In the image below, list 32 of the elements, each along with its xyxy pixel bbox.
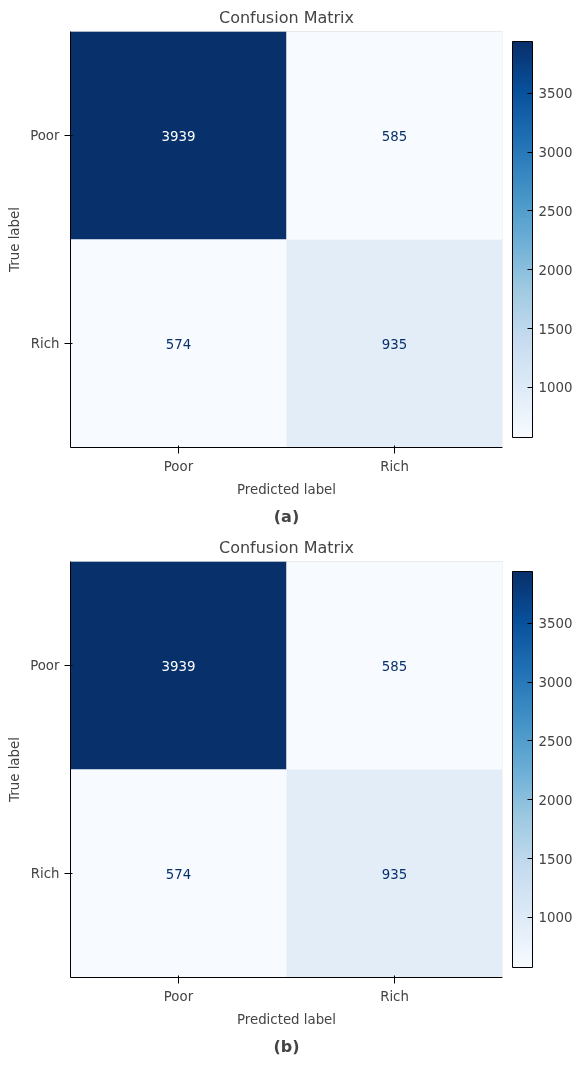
y-tick-label: Rich bbox=[30, 336, 60, 351]
data-label: 3939 bbox=[161, 128, 196, 144]
color-bar-label: 1500 bbox=[538, 851, 573, 867]
text: (a) bbox=[273, 506, 300, 526]
x-axis-title: Predicted label bbox=[236, 1011, 337, 1027]
x-axis-title: Predicted label bbox=[236, 481, 337, 497]
data-label: 3939 bbox=[161, 658, 196, 674]
color-bar-label: 2500 bbox=[538, 733, 573, 749]
data-label: 585 bbox=[381, 658, 408, 674]
color-bar-label: 2000 bbox=[538, 262, 573, 278]
y-axis-title: True label bbox=[7, 737, 23, 803]
color-bar-label: 2500 bbox=[538, 203, 573, 219]
data-label: 574 bbox=[165, 866, 192, 882]
y-tick-label: Rich bbox=[30, 866, 60, 881]
color-bar-label: 1000 bbox=[538, 910, 573, 926]
color-bar-label: 3000 bbox=[538, 675, 573, 690]
color-bar-label: 2000 bbox=[538, 792, 573, 808]
color-bar-label: 1500 bbox=[538, 321, 573, 337]
color-bar-label: 1000 bbox=[538, 380, 573, 396]
color-bar-label: 3000 bbox=[538, 145, 573, 160]
color-bar-label: 3500 bbox=[538, 616, 573, 632]
text: (b) bbox=[273, 1036, 300, 1056]
y-tick-label: Poor bbox=[30, 128, 61, 143]
data-label: 574 bbox=[165, 336, 192, 352]
chart-title: Confusion Matrix bbox=[218, 7, 355, 27]
y-tick-label: Poor bbox=[30, 658, 61, 673]
data-label: 935 bbox=[381, 336, 408, 352]
data-label: 935 bbox=[381, 866, 408, 882]
chart-title: Confusion Matrix bbox=[218, 537, 355, 557]
data-label: 585 bbox=[381, 128, 408, 144]
color-bar-label: 3500 bbox=[538, 86, 573, 102]
y-axis-title: True label bbox=[7, 207, 23, 273]
